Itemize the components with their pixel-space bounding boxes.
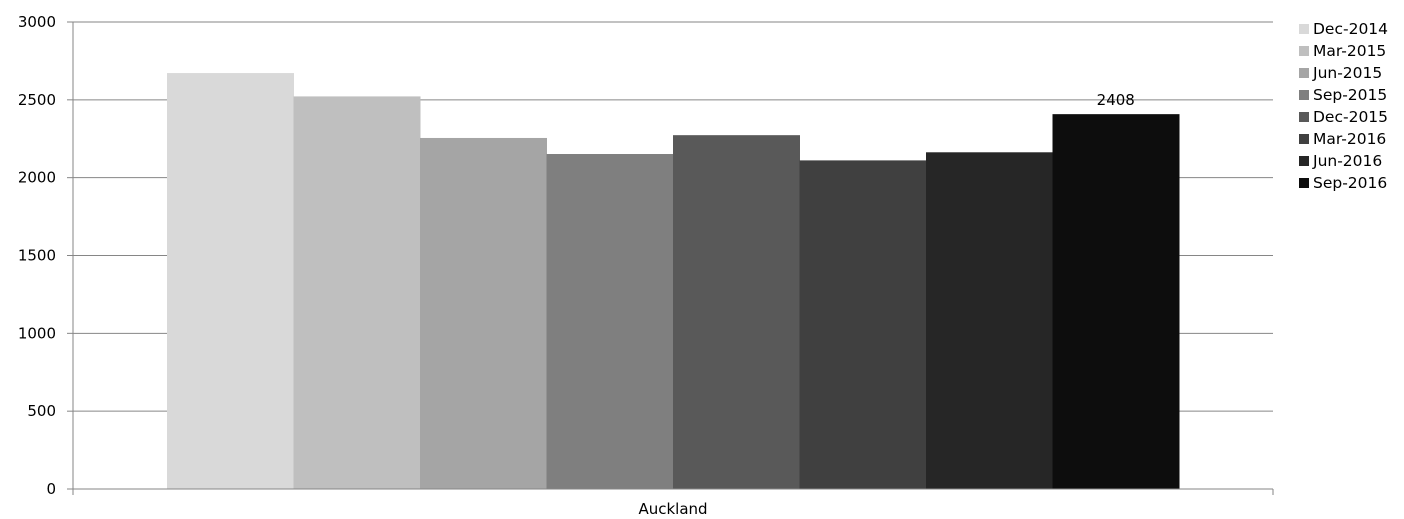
legend-swatch <box>1299 178 1309 188</box>
legend-label: Mar-2015 <box>1313 42 1387 60</box>
y-axis-tick-labels: 0 500 1000 1500 2000 2500 3000 <box>18 13 56 498</box>
y-tick-label: 1500 <box>18 247 56 265</box>
legend-label: Dec-2015 <box>1313 108 1389 126</box>
data-labels: 2408 <box>1097 91 1135 109</box>
bar-sep-2015 <box>546 154 674 489</box>
legend-item: Sep-2016 <box>1299 172 1388 194</box>
legend-swatch <box>1299 24 1309 34</box>
bar-chart: 0 500 1000 1500 2000 2500 3000 Auckland 2408 <box>18 13 1274 518</box>
legend-item: Dec-2014 <box>1299 18 1388 40</box>
legend-swatch <box>1299 46 1309 56</box>
bars <box>167 73 1180 490</box>
legend-label: Sep-2015 <box>1313 86 1388 104</box>
y-tick-label: 500 <box>27 402 56 420</box>
legend-label: Dec-2014 <box>1313 20 1389 38</box>
axes <box>67 21 1274 495</box>
bar-jun-2015 <box>420 137 547 489</box>
x-axis-tick-labels: Auckland <box>638 500 707 518</box>
legend-item: Jun-2015 <box>1299 62 1388 84</box>
legend-item: Dec-2015 <box>1299 106 1388 128</box>
y-tick-label: 0 <box>46 480 56 498</box>
data-label: 2408 <box>1097 91 1135 109</box>
legend-label: Mar-2016 <box>1313 130 1387 148</box>
legend: Dec-2014 Mar-2015 Jun-2015 Sep-2015 Dec-2015… <box>1299 18 1388 194</box>
bar-dec-2015 <box>673 135 800 489</box>
legend-swatch <box>1299 156 1309 166</box>
y-tick-label: 2000 <box>18 169 56 187</box>
bar-sep-2016 <box>1052 114 1180 489</box>
legend-item: Mar-2015 <box>1299 40 1388 62</box>
bar-jun-2016 <box>926 152 1053 489</box>
y-tick-label: 3000 <box>18 13 56 31</box>
legend-swatch <box>1299 90 1309 100</box>
legend-label: Jun-2015 <box>1313 64 1383 82</box>
y-tick-label: 1000 <box>18 324 56 342</box>
bar-mar-2016 <box>799 160 927 489</box>
legend-swatch <box>1299 68 1309 78</box>
y-tick-label: 2500 <box>18 91 56 109</box>
legend-swatch <box>1299 134 1309 144</box>
legend-item: Mar-2016 <box>1299 128 1388 150</box>
legend-item: Sep-2015 <box>1299 84 1388 106</box>
legend-label: Jun-2016 <box>1313 152 1383 170</box>
legend-swatch <box>1299 112 1309 122</box>
legend-item: Jun-2016 <box>1299 150 1388 172</box>
bar-mar-2015 <box>293 96 421 490</box>
bar-dec-2014 <box>167 73 294 490</box>
legend-label: Sep-2016 <box>1313 174 1388 192</box>
x-tick-label: Auckland <box>638 500 707 518</box>
